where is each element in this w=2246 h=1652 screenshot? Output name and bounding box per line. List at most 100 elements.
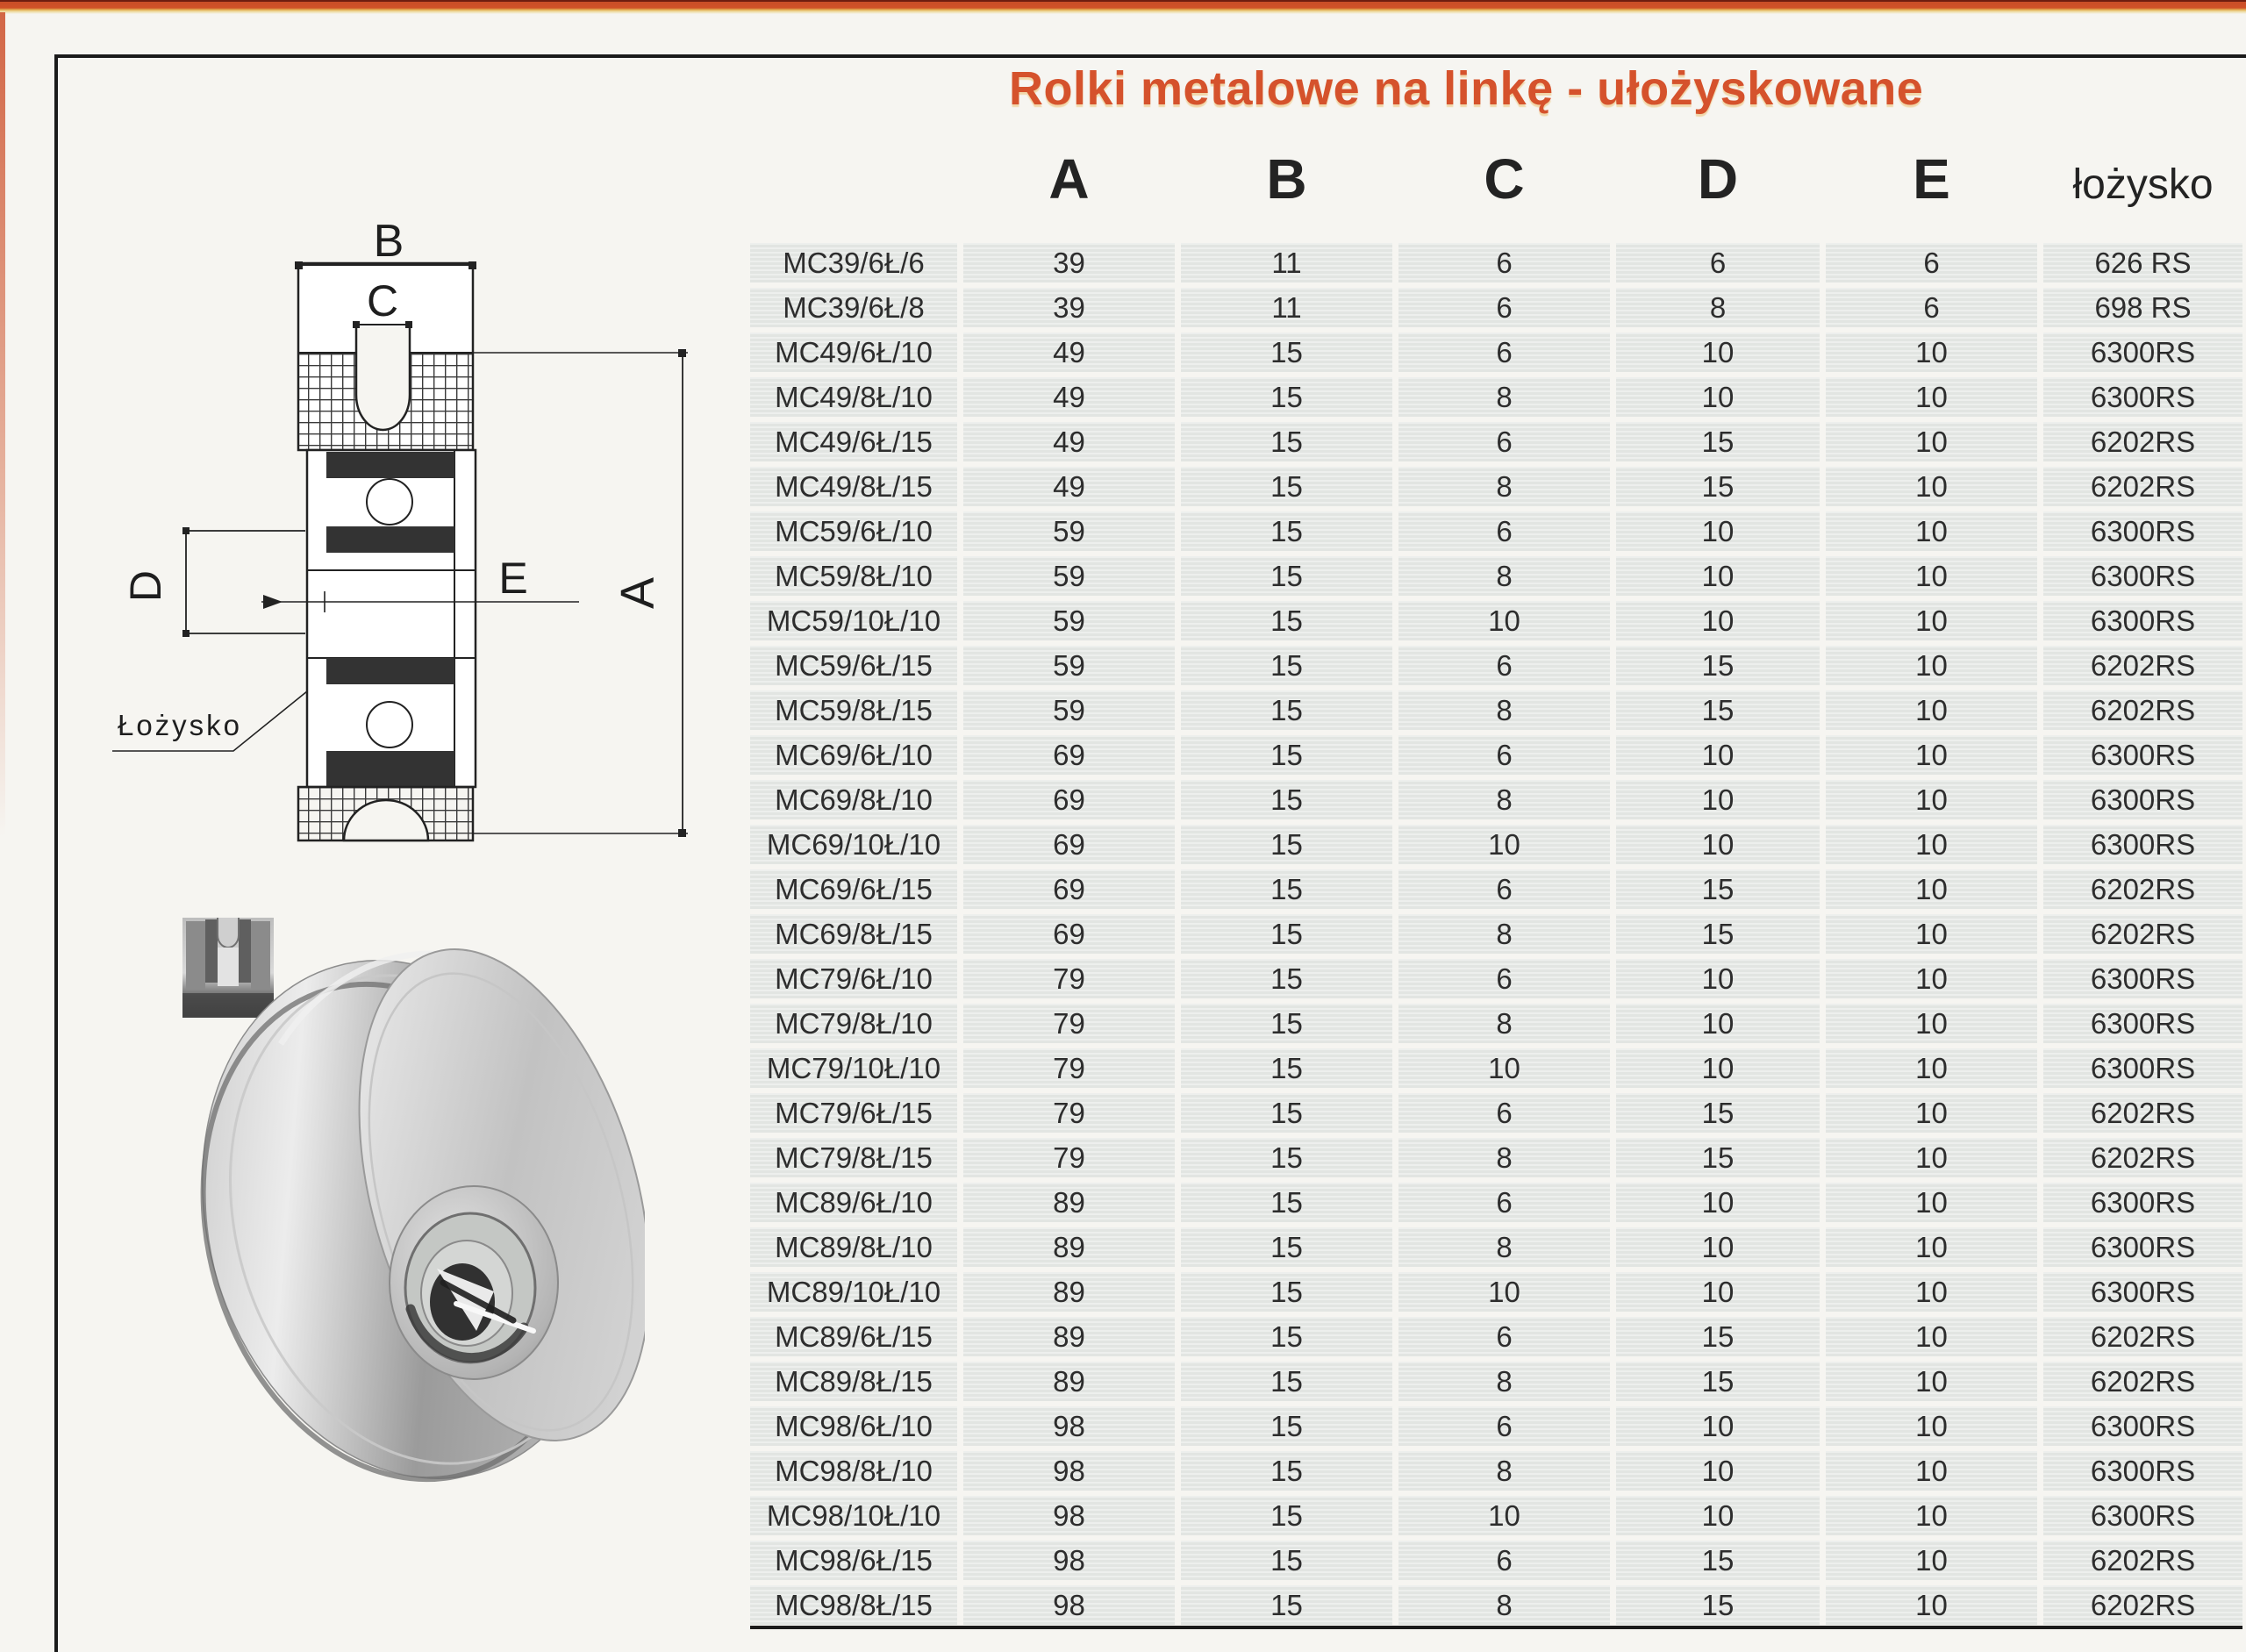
table-row: MC89/8Ł/10 89 15 8 10 10 6300RS [750, 1227, 2242, 1267]
dim-value: 10 [1616, 1496, 1820, 1535]
table-row: MC49/8Ł/10 49 15 8 10 10 6300RS [750, 377, 2242, 417]
dim-value: 6 [1826, 288, 2037, 327]
dim-value: 15 [1181, 1451, 1392, 1491]
dim-value: 89 [963, 1317, 1175, 1356]
bearing-type: 6202RS [2043, 1585, 2242, 1625]
dim-value: 15 [1181, 1496, 1392, 1535]
part-number: MC69/6Ł/15 [750, 869, 957, 909]
bearing-type: 6202RS [2043, 646, 2242, 685]
dim-value: 8 [1398, 1004, 1610, 1043]
part-number: MC89/6Ł/15 [750, 1317, 957, 1356]
dim-value: 10 [1616, 601, 1820, 640]
bearing-type: 626 RS [2043, 243, 2242, 282]
dim-value: 10 [1616, 959, 1820, 998]
dim-value: 10 [1616, 1406, 1820, 1446]
bearing-type: 6300RS [2043, 1272, 2242, 1312]
dim-value: 8 [1398, 1138, 1610, 1177]
bearing-type: 6202RS [2043, 690, 2242, 730]
dim-end-icon [678, 829, 686, 837]
part-number: MC79/6Ł/15 [750, 1093, 957, 1133]
table-row: MC69/8Ł/15 69 15 8 15 10 6202RS [750, 914, 2242, 954]
bearing-type: 6202RS [2043, 1541, 2242, 1580]
dim-value: 10 [1616, 377, 1820, 417]
bearing-race [326, 751, 454, 787]
bearing-type: 6300RS [2043, 1227, 2242, 1267]
part-number: MC59/8Ł/10 [750, 556, 957, 596]
dim-value: 10 [1826, 1138, 2037, 1177]
part-number: MC49/8Ł/15 [750, 467, 957, 506]
part-number: MC89/10Ł/10 [750, 1272, 957, 1312]
dim-value: 15 [1616, 467, 1820, 506]
dim-value: 15 [1181, 1004, 1392, 1043]
dim-value: 10 [1826, 1585, 2037, 1625]
dim-value: 15 [1181, 1406, 1392, 1446]
dim-value: 10 [1826, 333, 2037, 372]
dim-value: 10 [1826, 780, 2037, 819]
table-row: MC79/8Ł/10 79 15 8 10 10 6300RS [750, 1004, 2242, 1043]
dim-value: 15 [1616, 869, 1820, 909]
dim-value: 59 [963, 690, 1175, 730]
bearing-type: 6202RS [2043, 467, 2242, 506]
dim-value: 59 [963, 646, 1175, 685]
dim-label-B: B [374, 216, 404, 267]
dim-value: 8 [1398, 1451, 1610, 1491]
dim-value: 8 [1398, 690, 1610, 730]
bearing-type: 6300RS [2043, 601, 2242, 640]
table-row: MC89/6Ł/15 89 15 6 15 10 6202RS [750, 1317, 2242, 1356]
table-row: MC59/8Ł/15 59 15 8 15 10 6202RS [750, 690, 2242, 730]
bearing-type: 6300RS [2043, 1183, 2242, 1222]
bearing-type: 6202RS [2043, 1317, 2242, 1356]
table-bottom-rule [750, 1626, 2242, 1629]
dim-value: 6 [1398, 1406, 1610, 1446]
dim-value: 98 [963, 1496, 1175, 1535]
dim-value: 10 [1826, 601, 2037, 640]
dim-end-icon [182, 527, 190, 534]
bearing-ball-icon [366, 701, 413, 748]
dim-value: 15 [1181, 377, 1392, 417]
part-number: MC69/8Ł/10 [750, 780, 957, 819]
column-header-łożysko: łożysko [2072, 161, 2214, 208]
table-row: MC79/8Ł/15 79 15 8 15 10 6202RS [750, 1138, 2242, 1177]
dim-value: 15 [1616, 1317, 1820, 1356]
table-row: MC89/10Ł/10 89 15 10 10 10 6300RS [750, 1272, 2242, 1312]
part-number: MC98/8Ł/10 [750, 1451, 957, 1491]
dim-value: 6 [1398, 735, 1610, 775]
bearing-type: 698 RS [2043, 288, 2242, 327]
hub-reflection-streak [454, 1301, 536, 1334]
dim-value: 15 [1181, 1362, 1392, 1401]
part-number: MC98/6Ł/10 [750, 1406, 957, 1446]
part-number: MC98/10Ł/10 [750, 1496, 957, 1535]
dim-value: 15 [1181, 735, 1392, 775]
dim-value: 11 [1181, 243, 1392, 282]
dim-value: 8 [1398, 556, 1610, 596]
dim-value: 79 [963, 1138, 1175, 1177]
dim-value: 15 [1616, 1585, 1820, 1625]
dim-value: 15 [1616, 914, 1820, 954]
dim-value: 8 [1398, 1362, 1610, 1401]
dim-value: 8 [1398, 914, 1610, 954]
part-number: MC79/6Ł/10 [750, 959, 957, 998]
dim-value: 10 [1616, 780, 1820, 819]
dim-value: 98 [963, 1541, 1175, 1580]
bearing-type: 6300RS [2043, 1048, 2242, 1088]
table-row: MC89/8Ł/15 89 15 8 15 10 6202RS [750, 1362, 2242, 1401]
dim-end-icon [405, 321, 412, 328]
dim-value: 10 [1616, 735, 1820, 775]
bearing-callout-leader [112, 690, 308, 752]
dim-value: 10 [1616, 1048, 1820, 1088]
part-number: MC98/6Ł/15 [750, 1541, 957, 1580]
bearing-type: 6202RS [2043, 1093, 2242, 1133]
dim-value: 15 [1181, 467, 1392, 506]
dim-value: 15 [1181, 914, 1392, 954]
dim-value: 15 [1181, 869, 1392, 909]
table-row: MC49/8Ł/15 49 15 8 15 10 6202RS [750, 467, 2242, 506]
bearing-type: 6202RS [2043, 1362, 2242, 1401]
part-number: MC59/8Ł/15 [750, 690, 957, 730]
table-row: MC89/6Ł/10 89 15 6 10 10 6300RS [750, 1183, 2242, 1222]
dim-value: 10 [1826, 646, 2037, 685]
bearing-type: 6300RS [2043, 511, 2242, 551]
dim-value: 15 [1616, 422, 1820, 461]
table-row: MC98/6Ł/10 98 15 6 10 10 6300RS [750, 1406, 2242, 1446]
dim-value: 59 [963, 556, 1175, 596]
